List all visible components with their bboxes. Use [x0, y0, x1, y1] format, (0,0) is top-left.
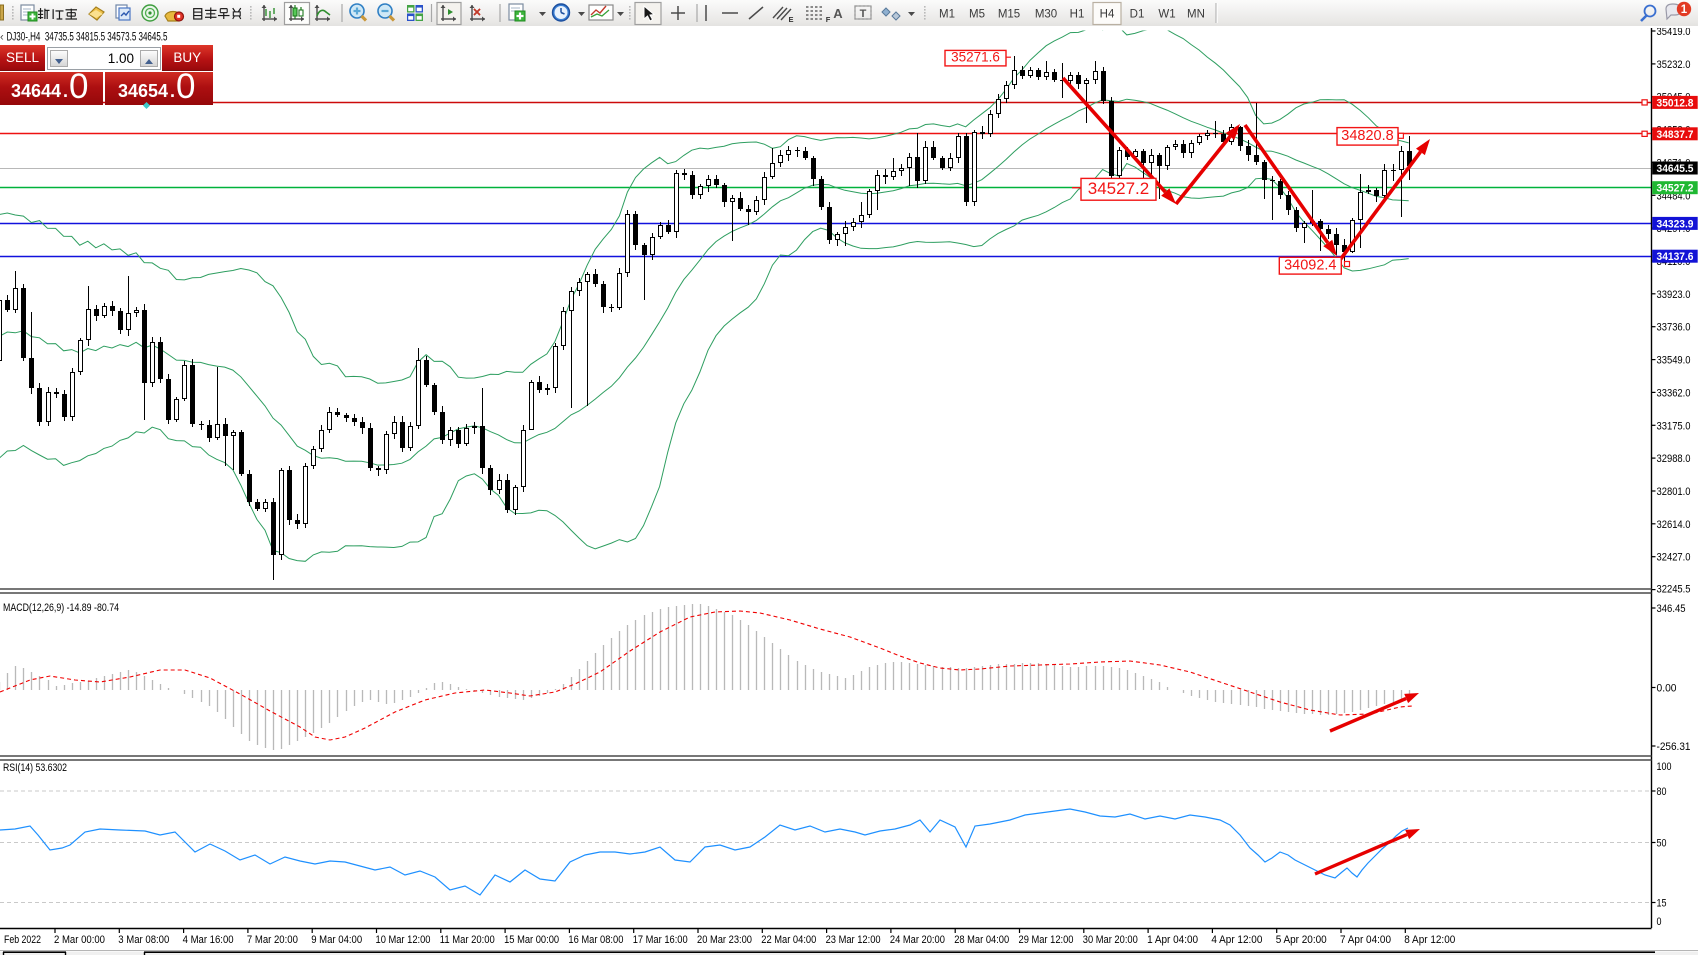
svg-text:W1: W1	[1158, 9, 1175, 21]
svg-text:11 Mar 20:00: 11 Mar 20:00	[440, 934, 495, 946]
svg-text:H4: H4	[1100, 9, 1115, 21]
svg-text:34527.2: 34527.2	[1657, 183, 1694, 195]
svg-text:23 Mar 12:00: 23 Mar 12:00	[826, 934, 881, 946]
svg-text:16 Mar 08:00: 16 Mar 08:00	[568, 934, 623, 946]
svg-text:33175.0: 33175.0	[1657, 420, 1691, 432]
svg-text:32614.0: 32614.0	[1657, 519, 1691, 531]
svg-text:0.00: 0.00	[1657, 683, 1677, 695]
svg-text:33923.0: 33923.0	[1657, 289, 1691, 301]
svg-text:20 Mar 23:00: 20 Mar 23:00	[697, 934, 752, 946]
svg-text:Feb 2022: Feb 2022	[4, 934, 41, 946]
svg-text:MN: MN	[1187, 9, 1205, 21]
svg-text:34837.7: 34837.7	[1657, 129, 1694, 141]
svg-text:4 Apr 12:00: 4 Apr 12:00	[1211, 934, 1262, 946]
svg-text:34820.8: 34820.8	[1341, 128, 1393, 144]
svg-text:35232.0: 35232.0	[1657, 59, 1691, 71]
svg-text:7 Apr 04:00: 7 Apr 04:00	[1340, 934, 1391, 946]
svg-text:34323.9: 34323.9	[1657, 218, 1694, 230]
svg-text:17 Mar 16:00: 17 Mar 16:00	[633, 934, 688, 946]
svg-text:50: 50	[1657, 838, 1667, 850]
svg-text:346.45: 346.45	[1657, 603, 1686, 615]
svg-text:35271.6: 35271.6	[951, 50, 1000, 65]
svg-text:34645.5: 34645.5	[1657, 163, 1694, 175]
svg-text:32427.0: 32427.0	[1657, 552, 1691, 564]
svg-text:‹: ‹	[0, 32, 4, 44]
svg-text:H1: H1	[1070, 9, 1085, 21]
svg-text:33362.0: 33362.0	[1657, 387, 1691, 399]
svg-text:32988.0: 32988.0	[1657, 453, 1691, 465]
svg-text:RSI(14) 53.6302: RSI(14) 53.6302	[3, 762, 67, 774]
svg-text:32801.0: 32801.0	[1657, 486, 1691, 498]
svg-text:0: 0	[1657, 916, 1662, 928]
svg-text:34137.6: 34137.6	[1657, 251, 1694, 263]
svg-text:35012.8: 35012.8	[1657, 97, 1694, 109]
svg-text:30 Mar 20:00: 30 Mar 20:00	[1083, 934, 1138, 946]
svg-text:M1: M1	[939, 9, 955, 21]
svg-text:M30: M30	[1035, 9, 1057, 21]
svg-text:MACD(12,26,9) -14.89 -80.74: MACD(12,26,9) -14.89 -80.74	[3, 602, 119, 614]
svg-text:A: A	[833, 6, 843, 21]
svg-text:D1: D1	[1130, 9, 1145, 21]
svg-text:33736.0: 33736.0	[1657, 322, 1691, 334]
svg-text:34527.2: 34527.2	[1088, 179, 1149, 198]
svg-text:9 Mar 04:00: 9 Mar 04:00	[311, 934, 362, 946]
svg-text:1 Apr 04:00: 1 Apr 04:00	[1147, 934, 1198, 946]
svg-text:5 Apr 20:00: 5 Apr 20:00	[1276, 934, 1327, 946]
svg-text:8 Apr 12:00: 8 Apr 12:00	[1404, 934, 1455, 946]
svg-text:33549.0: 33549.0	[1657, 355, 1691, 367]
svg-text:4 Mar 16:00: 4 Mar 16:00	[183, 934, 234, 946]
svg-text:E: E	[788, 15, 793, 24]
svg-text:34092.4: 34092.4	[1284, 257, 1336, 273]
svg-text:3 Mar 08:00: 3 Mar 08:00	[118, 934, 169, 946]
svg-text:7 Mar 20:00: 7 Mar 20:00	[247, 934, 298, 946]
svg-text:32245.5: 32245.5	[1657, 584, 1691, 596]
svg-text:80: 80	[1657, 786, 1667, 798]
svg-text:2 Mar 00:00: 2 Mar 00:00	[54, 934, 105, 946]
svg-text:M5: M5	[969, 9, 985, 21]
svg-text:T: T	[860, 8, 867, 20]
svg-text:10 Mar 12:00: 10 Mar 12:00	[376, 934, 431, 946]
svg-text:35419.0: 35419.0	[1657, 26, 1691, 38]
svg-text:24 Mar 20:00: 24 Mar 20:00	[890, 934, 945, 946]
svg-text:29 Mar 12:00: 29 Mar 12:00	[1019, 934, 1074, 946]
svg-text:15: 15	[1657, 898, 1667, 910]
svg-text:DJ30-,H4 34735.5 34815.5 3457: DJ30-,H4 34735.5 34815.5 34573.5 34645.5	[7, 32, 168, 44]
svg-text:1: 1	[1681, 4, 1688, 16]
svg-text:M15: M15	[998, 9, 1020, 21]
svg-text:28 Mar 04:00: 28 Mar 04:00	[954, 934, 1009, 946]
svg-text:100: 100	[1657, 761, 1672, 773]
svg-text:-256.31: -256.31	[1657, 741, 1691, 753]
svg-text:15 Mar 00:00: 15 Mar 00:00	[504, 934, 559, 946]
svg-text:F: F	[826, 15, 831, 24]
svg-text:22 Mar 04:00: 22 Mar 04:00	[761, 934, 816, 946]
